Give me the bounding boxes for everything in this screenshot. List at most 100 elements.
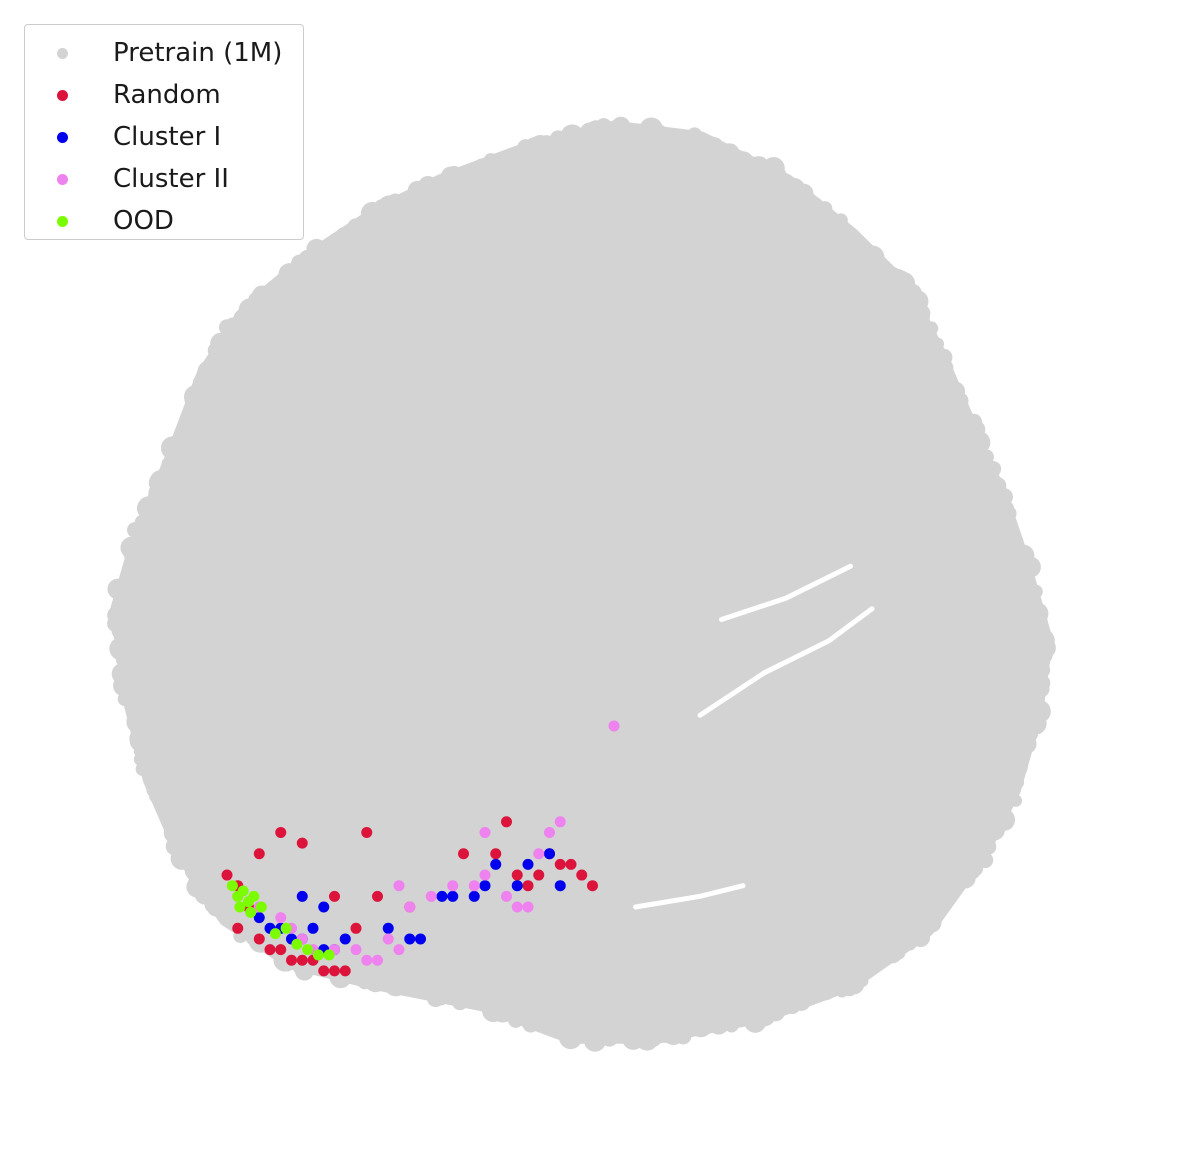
- legend-swatch-random: [57, 90, 68, 101]
- point-cluster-ii: [426, 891, 437, 902]
- point-random: [340, 965, 351, 976]
- legend-item-ood: OOD: [25, 201, 303, 243]
- point-random: [555, 859, 566, 870]
- point-cluster-i: [490, 859, 501, 870]
- pretrain-point: [950, 878, 963, 891]
- point-cluster-ii: [404, 902, 415, 913]
- point-cluster-ii: [544, 827, 555, 838]
- legend-label-pretrain: Pretrain (1M): [113, 37, 282, 69]
- point-random: [254, 848, 265, 859]
- point-ood: [281, 923, 292, 934]
- point-random: [566, 859, 577, 870]
- pretrain-point: [687, 127, 702, 142]
- point-ood: [238, 886, 249, 897]
- point-random: [372, 891, 383, 902]
- legend-label-cluster-i: Cluster I: [113, 121, 221, 153]
- legend-item-cluster-ii: Cluster II: [25, 159, 303, 201]
- point-ood: [245, 907, 256, 918]
- point-ood: [234, 902, 245, 913]
- point-random: [587, 880, 598, 891]
- pretrain-point: [127, 541, 140, 554]
- point-cluster-ii: [512, 902, 523, 913]
- point-cluster-ii: [383, 933, 394, 944]
- point-random: [254, 933, 265, 944]
- point-cluster-i: [383, 923, 394, 934]
- point-random: [351, 923, 362, 934]
- point-random: [232, 923, 243, 934]
- point-ood: [270, 928, 281, 939]
- point-random: [297, 955, 308, 966]
- point-cluster-ii: [351, 944, 362, 955]
- pretrain-point: [595, 118, 611, 134]
- legend-label-cluster-ii: Cluster II: [113, 163, 229, 195]
- point-cluster-ii: [501, 891, 512, 902]
- pretrain-point: [145, 777, 160, 792]
- point-cluster-ii: [555, 816, 566, 827]
- point-random: [318, 965, 329, 976]
- point-cluster-ii: [372, 955, 383, 966]
- point-random: [576, 870, 587, 881]
- point-ood: [324, 949, 335, 960]
- pretrain-point: [818, 201, 833, 216]
- point-cluster-i: [469, 891, 480, 902]
- point-random: [501, 816, 512, 827]
- pretrain-point: [408, 975, 427, 994]
- pretrain-point: [817, 218, 835, 236]
- point-cluster-i: [308, 923, 319, 934]
- pretrain-point: [834, 213, 848, 227]
- legend-swatch-pretrain: [57, 48, 68, 59]
- point-random: [286, 955, 297, 966]
- point-cluster-i: [318, 902, 329, 913]
- point-cluster-i: [480, 880, 491, 891]
- point-ood: [227, 880, 238, 891]
- point-cluster-i: [512, 880, 523, 891]
- point-random: [297, 838, 308, 849]
- point-ood: [313, 949, 324, 960]
- legend-item-pretrain: Pretrain (1M): [25, 33, 303, 75]
- point-random: [523, 880, 534, 891]
- pretrain-point: [1028, 589, 1040, 601]
- point-cluster-i: [404, 933, 415, 944]
- pretrain-point: [785, 999, 801, 1015]
- point-cluster-ii: [361, 955, 372, 966]
- legend-item-random: Random: [25, 75, 303, 117]
- point-cluster-i: [437, 891, 448, 902]
- point-cluster-ii: [275, 912, 286, 923]
- pretrain-point: [189, 410, 201, 422]
- point-ood: [291, 939, 302, 950]
- point-cluster-ii: [609, 720, 620, 731]
- pretrain-point: [180, 433, 193, 446]
- point-cluster-ii: [480, 827, 491, 838]
- point-cluster-i: [447, 891, 458, 902]
- legend: Pretrain (1M) Random Cluster I Cluster I…: [24, 24, 304, 240]
- point-ood: [248, 891, 259, 902]
- point-random: [329, 965, 340, 976]
- legend-swatch-cluster-ii: [57, 174, 68, 185]
- point-random: [275, 944, 286, 955]
- point-cluster-ii: [480, 870, 491, 881]
- point-random: [265, 944, 276, 955]
- point-cluster-i: [297, 891, 308, 902]
- point-random: [490, 848, 501, 859]
- pretrain-point: [902, 936, 917, 951]
- point-ood: [302, 944, 313, 955]
- point-random: [533, 870, 544, 881]
- legend-swatch-cluster-i: [57, 132, 68, 143]
- point-cluster-ii: [447, 880, 458, 891]
- legend-label-ood: OOD: [113, 205, 174, 237]
- point-random: [512, 870, 523, 881]
- pretrain-point: [908, 319, 926, 337]
- point-cluster-i: [340, 933, 351, 944]
- pretrain-point: [583, 1032, 596, 1045]
- point-cluster-i: [544, 848, 555, 859]
- point-cluster-i: [523, 859, 534, 870]
- legend-item-cluster-i: Cluster I: [25, 117, 303, 159]
- legend-swatch-ood: [57, 216, 68, 227]
- point-cluster-ii: [533, 848, 544, 859]
- point-random: [222, 870, 233, 881]
- pretrain-point: [115, 642, 133, 660]
- point-cluster-ii: [394, 880, 405, 891]
- point-ood: [256, 902, 267, 913]
- point-random: [275, 827, 286, 838]
- pretrain-point: [1008, 763, 1021, 776]
